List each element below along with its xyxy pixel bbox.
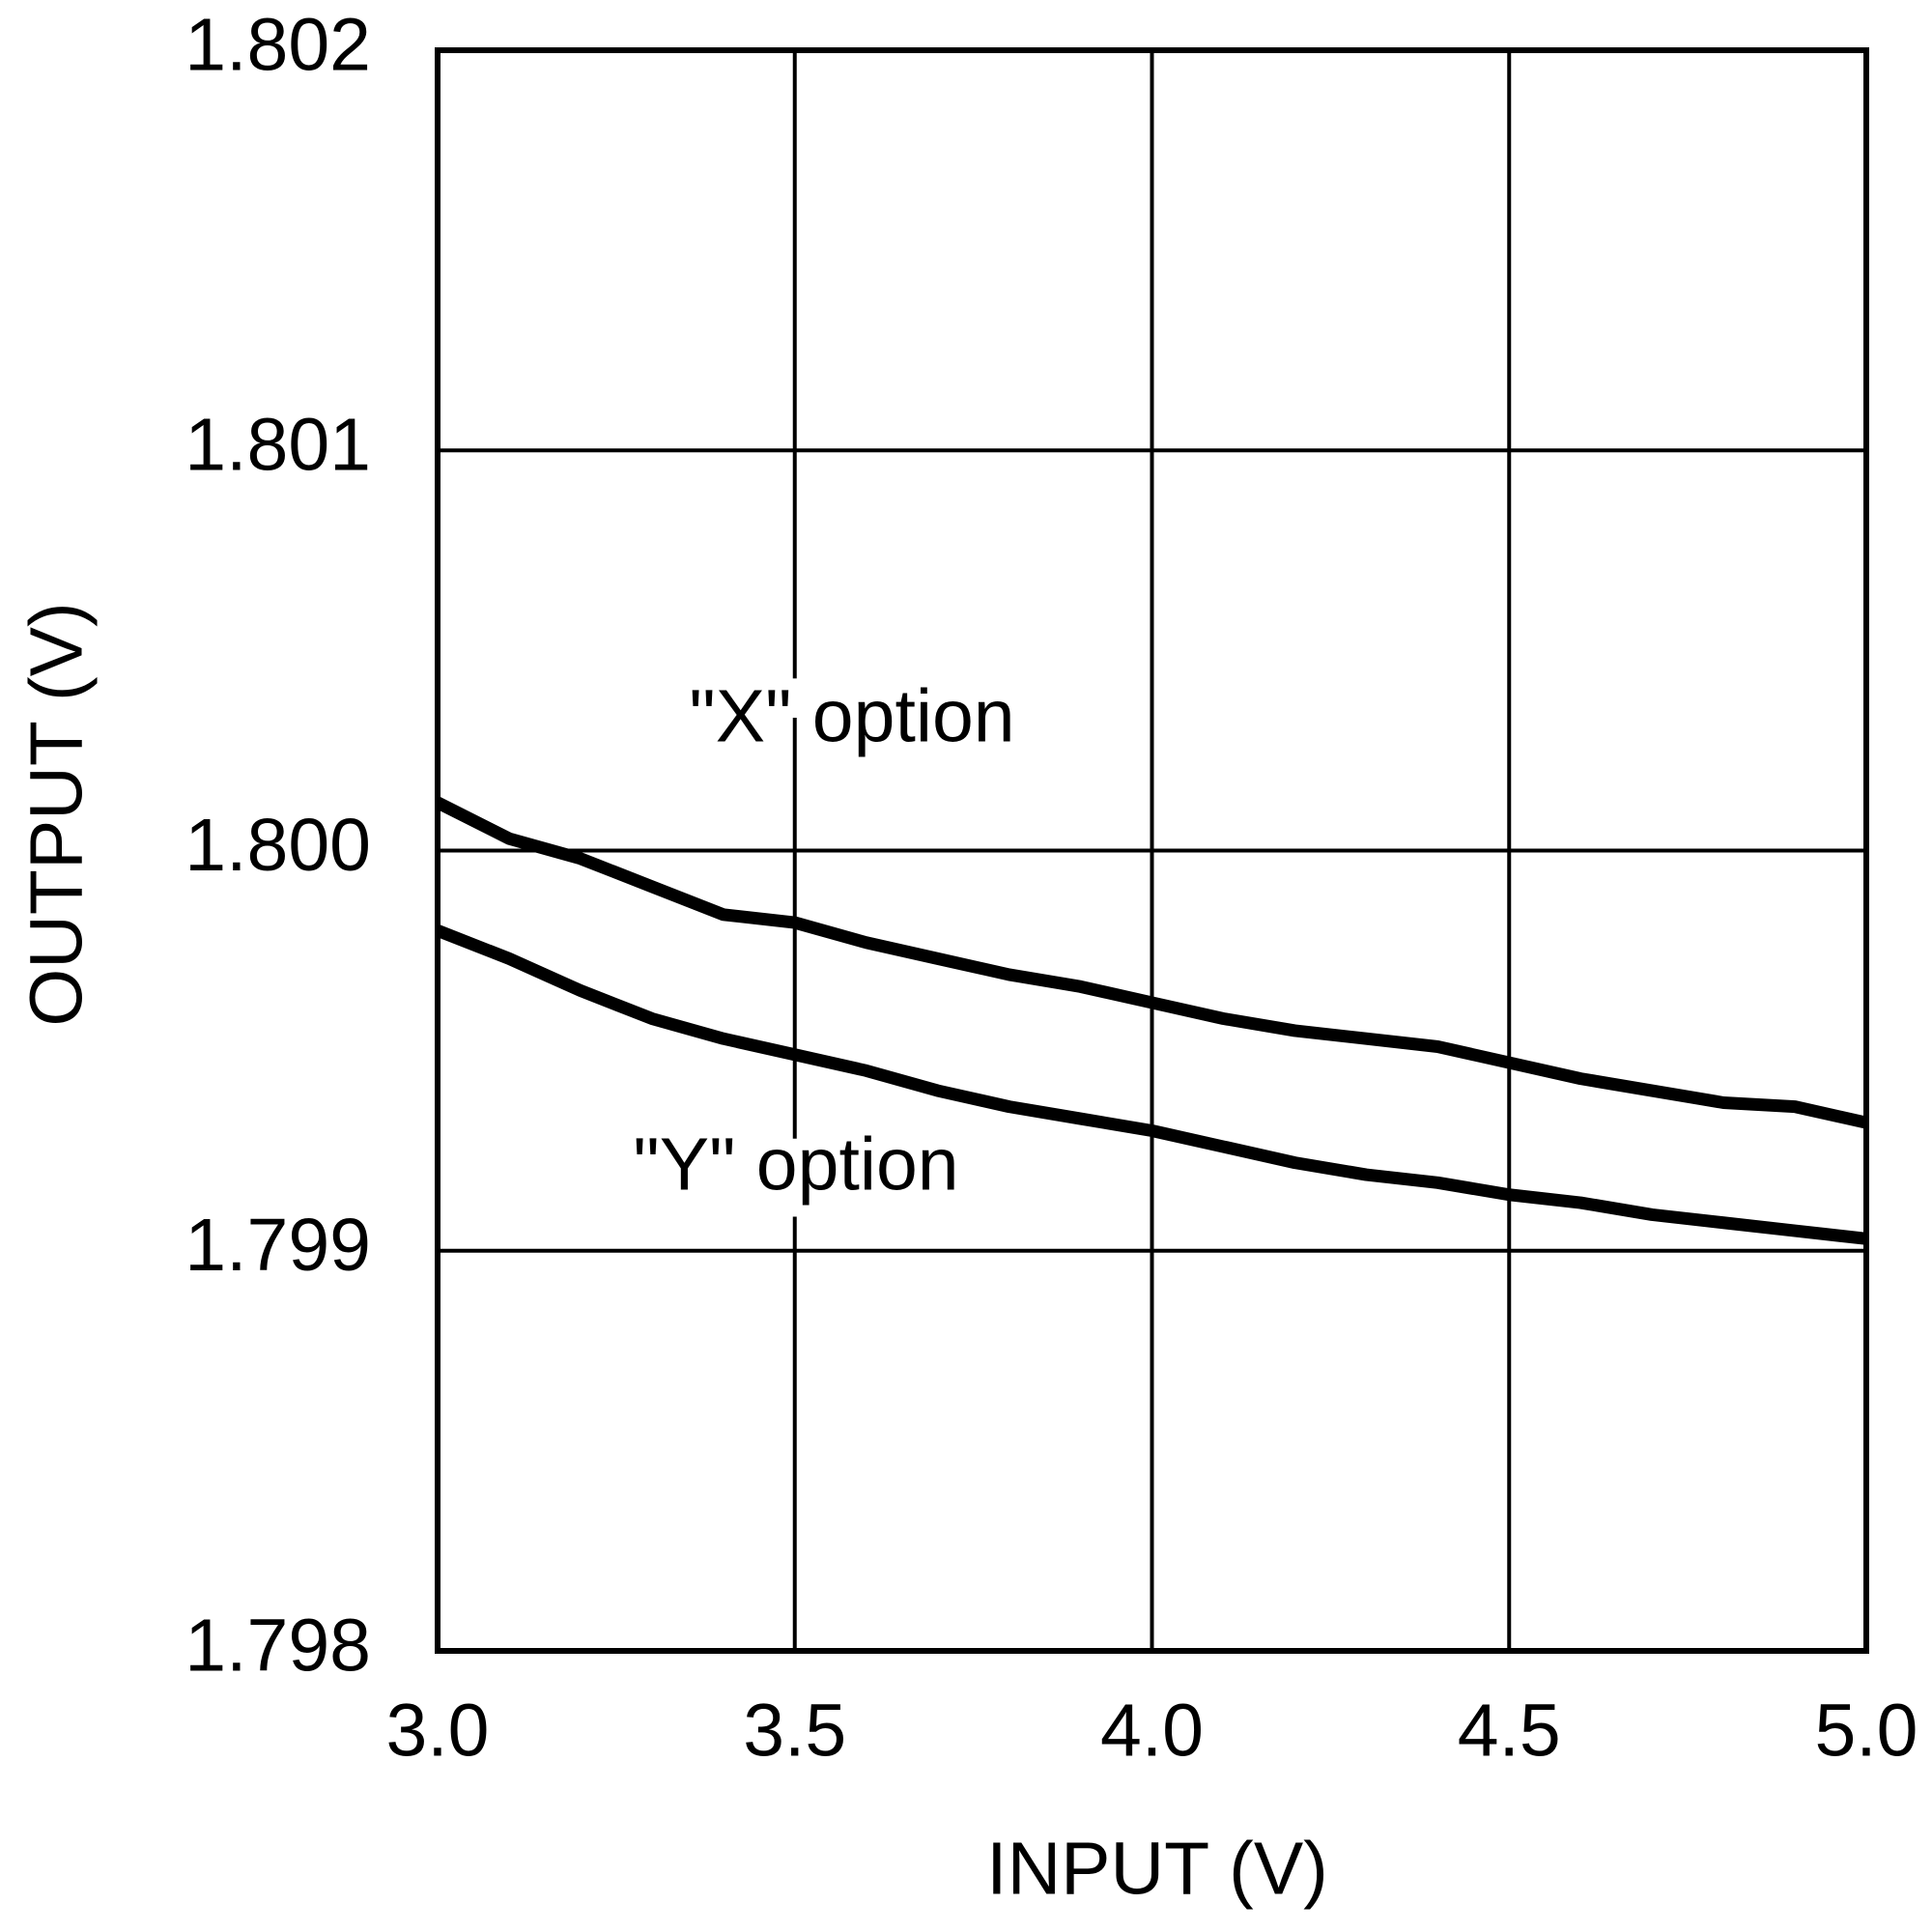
- series-label: "Y" option: [633, 1122, 958, 1206]
- y-tick-label: 1.802: [185, 3, 371, 86]
- series-label: "X" option: [689, 674, 1014, 757]
- x-axis-label: INPUT (V): [986, 1827, 1328, 1910]
- x-tick-label: 4.0: [1100, 1689, 1204, 1772]
- y-tick-label: 1.799: [185, 1204, 371, 1287]
- series-line: [435, 796, 1868, 1129]
- x-tick-label: 5.0: [1814, 1689, 1918, 1772]
- y-axis-label: OUTPUT (V): [14, 602, 98, 1026]
- y-tick-label: 1.800: [185, 804, 371, 887]
- series-line: [435, 924, 1867, 1245]
- y-tick-label: 1.801: [185, 404, 371, 487]
- y-tick-label: 1.798: [185, 1604, 371, 1687]
- x-tick-label: 3.0: [385, 1689, 489, 1772]
- x-tick-label: 4.5: [1458, 1689, 1561, 1772]
- x-tick-label: 3.5: [743, 1689, 846, 1772]
- plot-frame: [435, 47, 1869, 1654]
